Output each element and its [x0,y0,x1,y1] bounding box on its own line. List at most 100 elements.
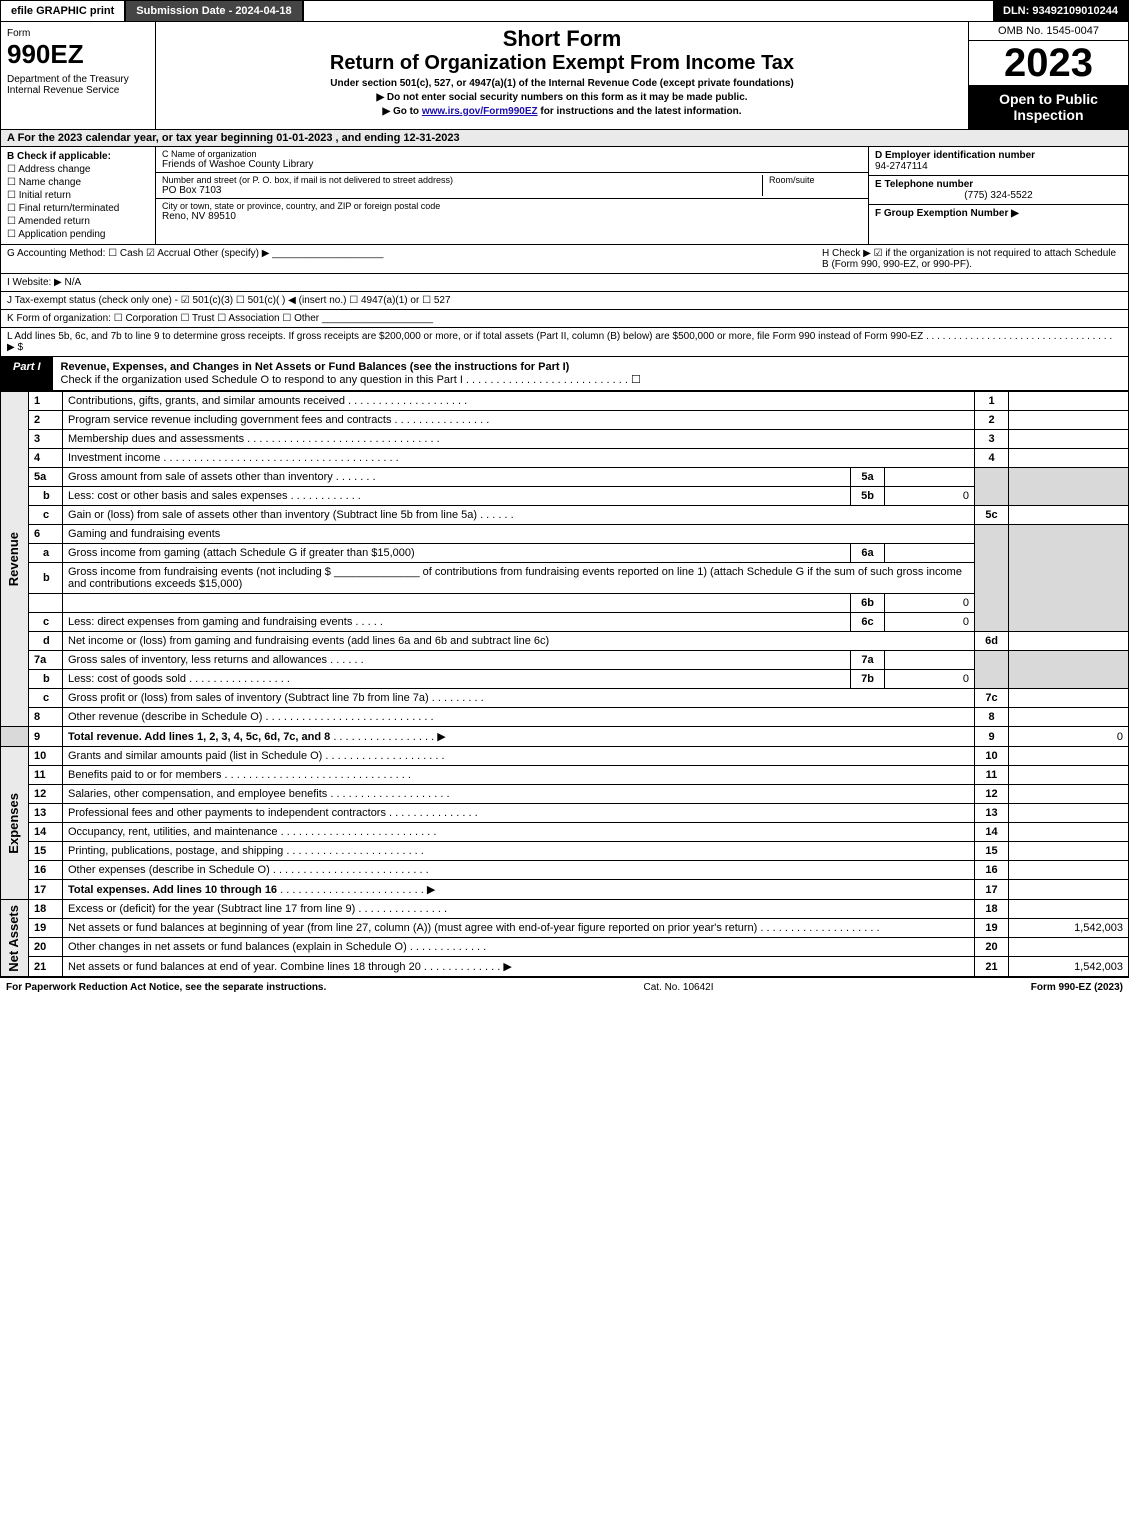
telephone: (775) 324-5522 [875,190,1122,201]
line-18: Excess or (deficit) for the year (Subtra… [68,903,355,915]
line-20: Other changes in net assets or fund bala… [68,941,407,953]
footer-right: Form 990-EZ (2023) [1031,982,1123,993]
cb-name-change[interactable]: Name change [7,177,149,188]
h-check: H Check ▶ ☑ if the organization is not r… [822,248,1122,270]
line-11: Benefits paid to or for members [68,769,221,781]
header-left: Form 990EZ Department of the Treasury In… [1,22,156,129]
omb-number: OMB No. 1545-0047 [969,22,1128,41]
line-6: Gaming and fundraising events [63,525,975,544]
cb-amended-return[interactable]: Amended return [7,216,149,227]
line-13: Professional fees and other payments to … [68,807,386,819]
line-7c: Gross profit or (loss) from sales of inv… [68,692,429,704]
sub3-post: for instructions and the latest informat… [538,106,742,117]
submission-date-button[interactable]: Submission Date - 2024-04-18 [126,1,303,21]
topbar-spacer [304,1,993,21]
footer-left: For Paperwork Reduction Act Notice, see … [6,982,326,993]
k-form-org: K Form of organization: ☐ Corporation ☐ … [0,310,1129,328]
sub3-pre: ▶ Go to [382,106,421,117]
d-cell: D Employer identification number 94-2747… [869,147,1128,176]
line-5b: Less: cost or other basis and sales expe… [68,490,288,502]
org-name: Friends of Washoe County Library [162,159,862,170]
c-name-cell: C Name of organization Friends of Washoe… [156,147,868,173]
part1-txt: Revenue, Expenses, and Changes in Net As… [61,361,570,373]
cb-final-return[interactable]: Final return/terminated [7,203,149,214]
line-17: Total expenses. Add lines 10 through 16 [68,884,277,896]
org-city: Reno, NV 89510 [162,211,862,222]
cb-application-pending[interactable]: Application pending [7,229,149,240]
section-def: D Employer identification number 94-2747… [868,147,1128,244]
d-label: D Employer identification number [875,150,1035,161]
open-to-public: Open to Public Inspection [969,85,1128,129]
section-bc-row: B Check if applicable: Address change Na… [0,147,1129,245]
line-7a: Gross sales of inventory, less returns a… [68,654,327,666]
line-6b: Gross income from fundraising events (no… [63,563,975,594]
line-6d: Net income or (loss) from gaming and fun… [63,632,975,651]
part-1-header: Part I Revenue, Expenses, and Changes in… [0,357,1129,391]
cb-initial-return[interactable]: Initial return [7,190,149,201]
expenses-side: Expenses [1,747,29,900]
amt-21: 1,542,003 [1009,957,1129,977]
form-number: 990EZ [7,39,149,70]
amt-7b: 0 [885,670,975,689]
line-6c: Less: direct expenses from gaming and fu… [68,616,352,628]
lines-table: Revenue 1Contributions, gifts, grants, a… [0,391,1129,977]
f-cell: F Group Exemption Number ▶ [869,205,1128,222]
irs-link[interactable]: www.irs.gov/Form990EZ [422,106,538,117]
line-1: Contributions, gifts, grants, and simila… [68,395,345,407]
amt-6c: 0 [885,613,975,632]
amt-6b: 0 [885,594,975,613]
org-address: PO Box 7103 [162,185,762,196]
form-label: Form [7,28,149,39]
c-room-label: Room/suite [769,175,862,185]
cb-address-change[interactable]: Address change [7,164,149,175]
line-15: Printing, publications, postage, and shi… [68,845,283,857]
amt-5b: 0 [885,487,975,506]
ein: 94-2747114 [875,161,928,172]
subtitle-1: Under section 501(c), 527, or 4947(a)(1)… [164,78,960,89]
amt-19: 1,542,003 [1009,919,1129,938]
b-header: B Check if applicable: [7,151,111,162]
page-footer: For Paperwork Reduction Act Notice, see … [0,977,1129,997]
line-6a: Gross income from gaming (attach Schedul… [68,547,415,559]
section-gh: G Accounting Method: ☐ Cash ☑ Accrual Ot… [0,245,1129,274]
footer-center: Cat. No. 10642I [326,982,1030,993]
section-c: C Name of organization Friends of Washoe… [156,147,868,244]
e-cell: E Telephone number (775) 324-5522 [869,176,1128,205]
section-b: B Check if applicable: Address change Na… [1,147,156,244]
c-name-label: C Name of organization [162,149,862,159]
line-14: Occupancy, rent, utilities, and maintena… [68,826,278,838]
amt-9: 0 [1009,727,1129,747]
line-5c: Gain or (loss) from sale of assets other… [68,509,477,521]
netassets-side: Net Assets [1,900,29,977]
line-2: Program service revenue including govern… [68,414,391,426]
line-16: Other expenses (describe in Schedule O) [68,864,270,876]
return-title: Return of Organization Exempt From Incom… [164,52,960,75]
header-center: Short Form Return of Organization Exempt… [156,22,968,129]
header-right: OMB No. 1545-0047 2023 Open to Public In… [968,22,1128,129]
line-9: Total revenue. Add lines 1, 2, 3, 4, 5c,… [68,731,330,743]
line-19: Net assets or fund balances at beginning… [68,922,757,934]
e-label: E Telephone number [875,179,973,190]
line-3: Membership dues and assessments [68,433,244,445]
section-a: A For the 2023 calendar year, or tax yea… [0,130,1129,147]
line-5a: Gross amount from sale of assets other t… [68,471,333,483]
c-addr-cell: Number and street (or P. O. box, if mail… [156,173,868,199]
j-tax-exempt: J Tax-exempt status (check only one) - ☑… [0,292,1129,310]
dln-label: DLN: 93492109010244 [993,1,1128,21]
f-label: F Group Exemption Number ▶ [875,208,1019,219]
subtitle-2: ▶ Do not enter social security numbers o… [164,92,960,103]
tax-year: 2023 [969,41,1128,85]
part-1-tag: Part I [1,357,53,390]
revenue-side: Revenue [1,392,29,727]
department-label: Department of the Treasury Internal Reve… [7,74,149,96]
i-website: I Website: ▶ N/A [0,274,1129,292]
c-addr-label: Number and street (or P. O. box, if mail… [162,175,762,185]
subtitle-3: ▶ Go to www.irs.gov/Form990EZ for instru… [164,106,960,117]
form-header: Form 990EZ Department of the Treasury In… [0,22,1129,130]
line-12: Salaries, other compensation, and employ… [68,788,327,800]
l-gross-receipts: L Add lines 5b, 6c, and 7b to line 9 to … [0,328,1129,357]
g-accounting: G Accounting Method: ☐ Cash ☑ Accrual Ot… [7,248,383,259]
efile-print-button[interactable]: efile GRAPHIC print [1,1,126,21]
c-city-cell: City or town, state or province, country… [156,199,868,224]
line-7b: Less: cost of goods sold [68,673,186,685]
